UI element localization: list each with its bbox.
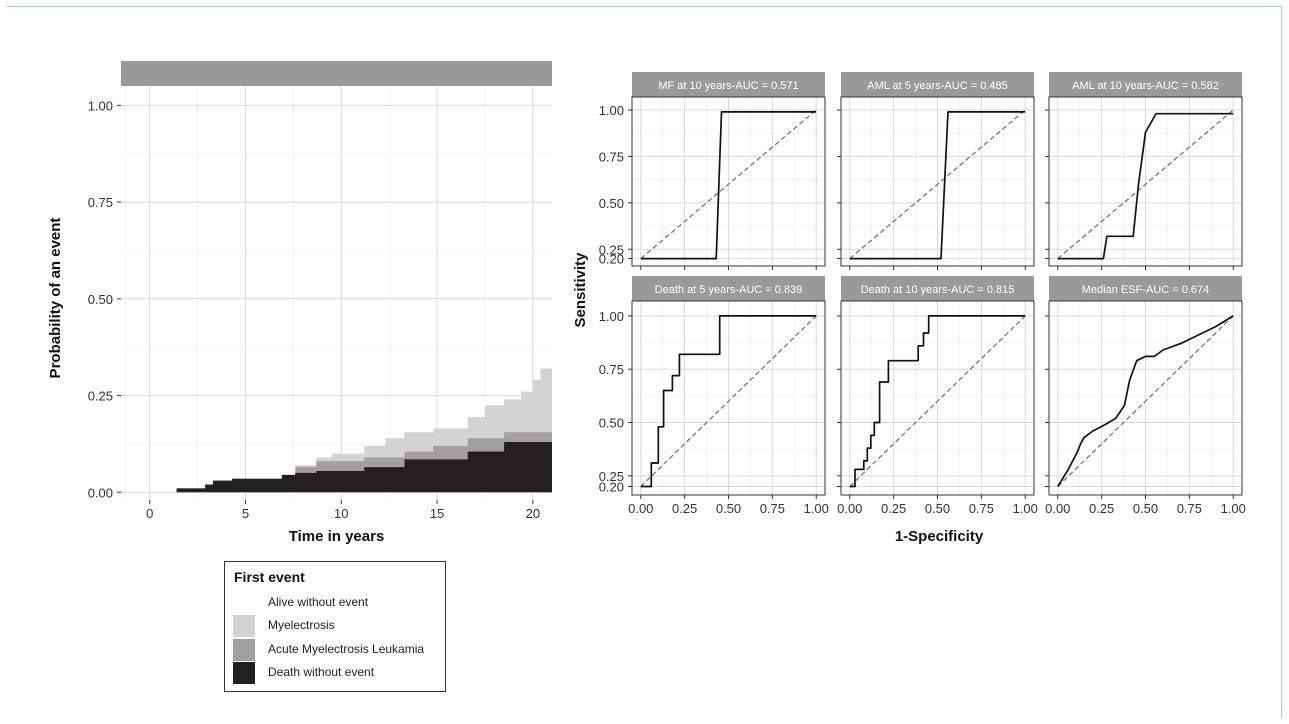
- roc-panel-2: AML at 5 years-AUC = 0.485: [837, 72, 1035, 270]
- panel-strip: [121, 61, 552, 86]
- roc-curve: [849, 111, 1026, 260]
- x-tick-label: 0.50: [716, 501, 741, 516]
- y-tick-label: 0.75: [599, 149, 624, 164]
- x-axis-title: Time in years: [289, 528, 385, 545]
- cumulative-incidence-panel: 0.00 0.25 0.50 0.75 1.00 0 5 10 15 20 Time in yea…: [47, 61, 552, 545]
- x-tick-label: 1.00: [1221, 501, 1246, 516]
- legend-label-alive: Alive without event: [268, 595, 369, 609]
- x-tick-label: 1.00: [1013, 501, 1038, 516]
- roc-panel-title: AML at 10 years-AUC = 0.582: [1072, 80, 1219, 92]
- y-axis-title: Probability of an event: [47, 218, 64, 379]
- legend-item-myelectrosis: Myelectrosis: [233, 615, 443, 637]
- y-tick-label: 0.00: [88, 485, 113, 500]
- roc-grid: MF at 10 years-AUC = 0.5710.200.250.500.…: [599, 72, 1246, 516]
- x-tick-label: 0.50: [1133, 501, 1158, 516]
- legend-key-death: [233, 662, 255, 684]
- roc-curve: [849, 315, 1026, 488]
- roc-curve: [640, 111, 817, 260]
- y-tick-label: 0.20: [599, 252, 624, 267]
- y-tick-label: 0.25: [88, 389, 113, 404]
- x-tick-label: 5: [242, 506, 249, 521]
- x-tick-label: 0.75: [760, 501, 785, 516]
- roc-panel-title: AML at 5 years-AUC = 0.485: [867, 80, 1008, 92]
- x-tick-label: 0.25: [1089, 501, 1114, 516]
- y-tick-label: 0.75: [88, 195, 113, 210]
- reference-diagonal: [640, 109, 817, 260]
- y-tick-label: 0.25: [599, 242, 624, 257]
- roc-panel-1: MF at 10 years-AUC = 0.571 0.200.25 0.50 0.…: [599, 72, 826, 270]
- reference-diagonal: [1057, 109, 1234, 260]
- legend-key-aml: [233, 639, 255, 661]
- roc-panel-strip: [632, 72, 825, 97]
- legend-item-death: Death without event: [233, 662, 443, 684]
- y-tick-label: 0.50: [88, 292, 113, 307]
- roc-panel-title: Death at 5 years-AUC = 0.839: [655, 284, 803, 296]
- roc-panel-strip: [632, 276, 825, 301]
- roc-panel-strip: [841, 276, 1034, 301]
- y-tick-label: 0.50: [599, 196, 624, 211]
- legend-title: First event: [234, 569, 305, 585]
- x-tick-label: 0.25: [881, 501, 906, 516]
- x-tick-label: 0.75: [1177, 501, 1202, 516]
- roc-curve: [1057, 112, 1234, 260]
- figure-frame: [6, 6, 1282, 718]
- x-tick-label: 0.00: [837, 501, 862, 516]
- axis-ticks: 0.00 0.25 0.50 0.75 1.00 0 5 10 15 20: [88, 98, 540, 521]
- x-tick-label: 0.25: [672, 501, 697, 516]
- x-tick-label: 0: [146, 506, 153, 521]
- area-death-without-event: [176, 441, 552, 493]
- roc-curve: [640, 315, 817, 488]
- y-tick-label: 1.00: [88, 98, 113, 113]
- reference-diagonal: [849, 109, 1026, 260]
- roc-panel-6: Median ESF-AUC = 0.674 0.00 0.25 0.50 0.75 1.…: [1045, 276, 1246, 516]
- y-tick-label: 1.00: [599, 103, 624, 118]
- reference-diagonal: [1057, 315, 1234, 487]
- roc-panel-strip: [841, 72, 1034, 97]
- roc-panel-title: MF at 10 years-AUC = 0.571: [658, 80, 798, 92]
- x-tick-label: 0.00: [628, 501, 653, 516]
- x-tick-label: 10: [334, 506, 348, 521]
- x-tick-label: 0.75: [969, 501, 994, 516]
- x-tick-label: 20: [526, 506, 540, 521]
- legend-label-death: Death without event: [268, 665, 375, 679]
- legend-item-aml: Acute Myelectrosis Leukamia: [233, 639, 443, 661]
- y-tick-label: 0.50: [599, 416, 624, 431]
- legend-key-alive: [233, 592, 255, 614]
- y-tick-label: 1.00: [599, 309, 624, 324]
- reference-diagonal: [640, 315, 817, 487]
- roc-panel-3: AML at 10 years-AUC = 0.582: [1045, 72, 1243, 270]
- roc-panel-4: Death at 5 years-AUC = 0.8390.200.250.50…: [599, 276, 829, 516]
- y-tick-label: 0.25: [599, 469, 624, 484]
- roc-panel-title: Death at 10 years-AUC = 0.815: [861, 284, 1015, 296]
- legend-key-myelectrosis: [233, 615, 255, 637]
- legend: First event Alive without event Myelectr…: [224, 561, 446, 692]
- x-tick-label: 0.00: [1045, 501, 1070, 516]
- x-tick-label: 15: [430, 506, 444, 521]
- legend-item-alive: Alive without event: [233, 592, 443, 614]
- roc-panel-strip: [1049, 72, 1242, 97]
- stacked-areas: [176, 364, 552, 493]
- roc-y-axis-title: Sensitivity: [572, 252, 589, 328]
- roc-panel-title: Median ESF-AUC = 0.674: [1082, 284, 1209, 296]
- y-tick-label: 0.20: [599, 479, 624, 494]
- legend-label-aml: Acute Myelectrosis Leukamia: [268, 642, 425, 656]
- roc-panel-strip: [1049, 276, 1242, 301]
- legend-label-myelectrosis: Myelectrosis: [268, 618, 335, 632]
- y-tick-label: 0.75: [599, 362, 624, 377]
- x-tick-label: 1.00: [804, 501, 829, 516]
- roc-panel-5: Death at 10 years-AUC = 0.815 0.00 0.25 0.5…: [837, 276, 1038, 516]
- reference-diagonal: [849, 315, 1026, 487]
- roc-curve: [1057, 315, 1234, 487]
- x-tick-label: 0.50: [925, 501, 950, 516]
- roc-x-axis-title: 1-Specificity: [895, 528, 984, 545]
